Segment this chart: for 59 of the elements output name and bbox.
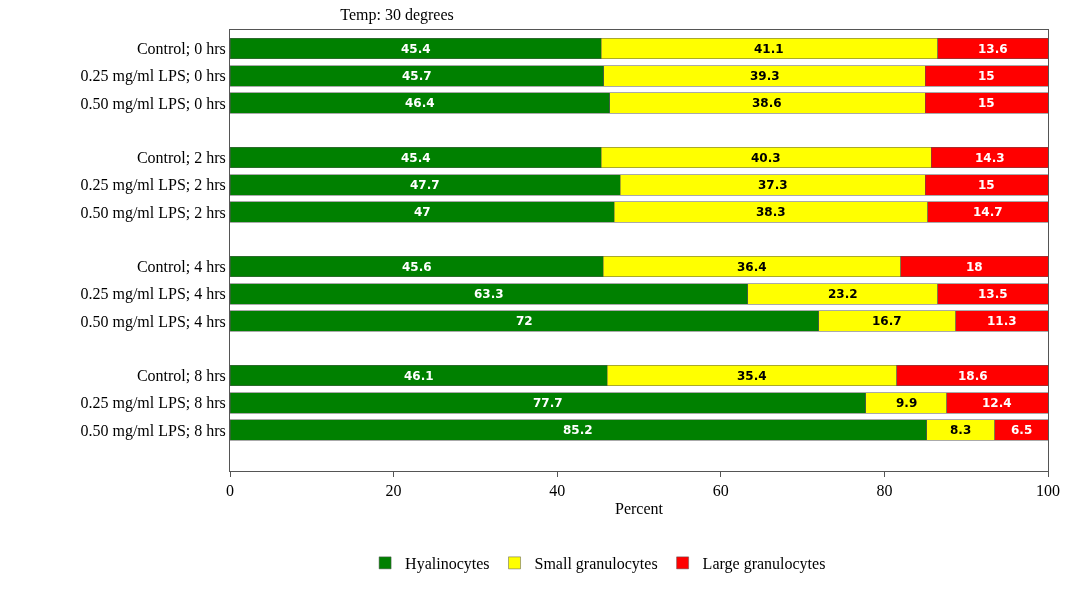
legend-label: Large granulocytes: [702, 555, 826, 574]
data-label: 47: [414, 205, 431, 219]
data-label: 77.7: [533, 396, 563, 410]
y-tick-label: Control; 0 hrs: [136, 40, 226, 58]
data-label: 37.3: [758, 178, 788, 192]
data-label: 38.6: [752, 96, 782, 110]
data-label: 38.3: [756, 205, 786, 219]
legend-label: Small granulocytes: [534, 555, 658, 574]
y-tick-label: 0.50 mg/ml LPS; 2 hrs: [80, 203, 226, 222]
y-tick-label: 0.25 mg/ml LPS; 8 hrs: [80, 394, 226, 413]
data-label: 85.2: [563, 423, 593, 437]
data-label: 15: [978, 178, 995, 192]
data-label: 14.7: [973, 205, 1003, 219]
x-tick-label: 20: [385, 482, 402, 500]
data-label: 15: [978, 69, 995, 83]
y-tick-label: 0.50 mg/ml LPS; 0 hrs: [80, 94, 226, 113]
y-tick-label: Control; 8 hrs: [136, 367, 226, 385]
data-label: 39.3: [750, 69, 780, 83]
data-label: 12.4: [982, 396, 1012, 410]
data-label: 63.3: [474, 287, 504, 301]
y-tick-label: 0.50 mg/ml LPS; 4 hrs: [80, 312, 226, 331]
data-label: 15: [978, 96, 995, 110]
data-label: 45.4: [401, 151, 431, 165]
x-tick-label: 100: [1036, 482, 1060, 500]
x-axis-title: Percent: [615, 499, 664, 517]
data-label: 18.6: [958, 369, 988, 383]
chart-title: Temp: 30 degrees: [340, 6, 454, 25]
data-label: 6.5: [1011, 423, 1033, 437]
data-label: 72: [516, 314, 533, 328]
data-label: 8.3: [950, 423, 972, 437]
data-label: 18: [966, 260, 983, 274]
y-tick-label: 0.25 mg/ml LPS; 2 hrs: [80, 176, 226, 195]
data-label: 35.4: [737, 369, 767, 383]
x-tick-label: 60: [712, 482, 729, 500]
y-tick-label: 0.25 mg/ml LPS; 4 hrs: [80, 285, 226, 304]
data-label: 23.2: [828, 287, 858, 301]
data-label: 45.6: [402, 260, 432, 274]
data-label: 9.9: [896, 396, 918, 410]
data-label: 13.6: [978, 42, 1008, 56]
data-label: 14.3: [975, 151, 1005, 165]
y-tick-label: 0.25 mg/ml LPS; 0 hrs: [80, 67, 226, 86]
legend-label: Hyalinocytes: [405, 555, 490, 574]
data-label: 16.7: [872, 314, 902, 328]
data-label: 45.7: [402, 69, 432, 83]
y-tick-label: Control; 4 hrs: [136, 258, 226, 276]
x-tick-label: 0: [226, 482, 234, 500]
data-label: 41.1: [754, 42, 784, 56]
data-label: 45.4: [401, 42, 431, 56]
data-label: 46.1: [404, 369, 434, 383]
data-label: 13.5: [978, 287, 1008, 301]
x-tick-label: 40: [549, 482, 566, 500]
data-label: 40.3: [751, 151, 781, 165]
data-label: 47.7: [410, 178, 440, 192]
y-tick-label: 0.50 mg/ml LPS; 8 hrs: [80, 421, 226, 440]
y-tick-label: Control; 2 hrs: [136, 149, 226, 167]
data-label: 46.4: [405, 96, 435, 110]
data-label: 36.4: [737, 260, 767, 274]
data-label: 11.3: [987, 314, 1017, 328]
x-tick-label: 80: [876, 482, 893, 500]
